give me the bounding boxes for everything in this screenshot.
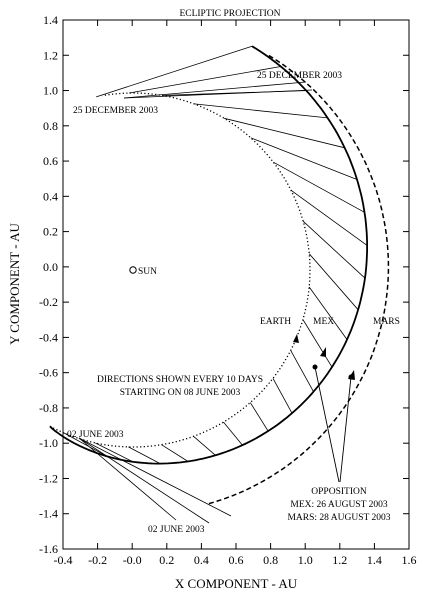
opposition-pointer-mex — [314, 366, 340, 483]
x-axis-ticks: -0.4 -0.2 -0.0 0.2 0.4 0.6 0.8 1.0 1.2 1.4 1.6 — [54, 20, 417, 567]
x-axis-title: X COMPONENT - AU — [175, 576, 298, 591]
mex-label: MEX — [313, 317, 334, 327]
direction-line — [302, 220, 366, 279]
earth-orbit-dotted — [49, 92, 311, 448]
direction-line — [161, 444, 189, 462]
direction-line — [78, 437, 177, 521]
y-tick-label: -0.2 — [39, 295, 58, 309]
direction-line — [249, 402, 269, 432]
y-tick-label: 0.6 — [43, 154, 58, 168]
opposition-title: OPPOSITION — [311, 487, 367, 497]
x-tick-label: 0.4 — [194, 553, 209, 567]
y-tick-label: -0.4 — [39, 330, 58, 344]
y-tick-label: -1.0 — [39, 436, 58, 450]
direction-line — [78, 437, 210, 524]
direction-line — [272, 378, 293, 414]
directions-note-line2: STARTING ON 08 JUNE 2003 — [120, 388, 241, 398]
opposition-pointer-mars — [339, 376, 352, 483]
direction-lines — [63, 45, 368, 524]
x-tick-label: 1.4 — [367, 553, 382, 567]
direction-line — [96, 45, 253, 98]
x-tick-label: -0.4 — [54, 553, 73, 567]
y-tick-label: 1.4 — [43, 13, 58, 27]
y-axis-title: Y COMPONENT - AU — [7, 223, 22, 345]
direction-line — [123, 89, 313, 99]
direction-line — [308, 286, 348, 340]
direction-line — [95, 442, 134, 463]
direction-line — [290, 350, 314, 392]
opposition-mars-date: MARS: 28 AUGUST 2003 — [287, 513, 390, 523]
mars-orbit-dashed — [208, 54, 390, 505]
x-tick-label: 1.0 — [298, 553, 313, 567]
direction-line — [129, 66, 281, 94]
directions-note-line1: DIRECTIONS SHOWN EVERY 10 DAYS — [97, 375, 263, 385]
bottom-left-date-label: 02 JUNE 2003 — [67, 430, 124, 440]
earth-label: EARTH — [260, 317, 291, 327]
x-tick-label: -0.0 — [123, 553, 142, 567]
direction-line — [302, 319, 333, 368]
top-left-date-label: 25 DECEMBER 2003 — [73, 106, 158, 116]
y-tick-label: -0.6 — [39, 366, 58, 380]
y-tick-label: 0.0 — [43, 260, 58, 274]
y-tick-label: -1.6 — [39, 542, 58, 556]
direction-line — [250, 137, 358, 180]
y-tick-label: -1.4 — [39, 507, 58, 521]
direction-line — [63, 432, 107, 457]
x-tick-label: 0.8 — [263, 553, 278, 567]
y-tick-label: 1.0 — [43, 84, 58, 98]
sun-marker — [129, 266, 137, 274]
direction-line — [308, 253, 359, 310]
direction-line — [123, 81, 307, 99]
direction-line — [193, 435, 216, 456]
y-axis-ticks: 1.4 1.2 1.0 0.8 0.6 0.4 0.2 0.0 -0.2 -0.4 -0.6 -0.8… — [39, 13, 409, 556]
y-tick-label: -0.8 — [39, 401, 58, 415]
y-tick-label: 0.2 — [43, 225, 58, 239]
y-tick-label: 0.8 — [43, 119, 58, 133]
y-tick-label: -1.2 — [39, 471, 58, 485]
direction-line — [290, 189, 368, 246]
mars-label: MARS — [373, 317, 400, 327]
x-tick-label: -0.2 — [88, 553, 107, 567]
earth-direction-arrow — [293, 334, 299, 343]
mex-direction-arrow — [320, 347, 326, 357]
direction-line — [223, 421, 243, 446]
y-tick-label: 0.4 — [43, 189, 58, 203]
direction-line — [128, 446, 161, 464]
bottom-date-label: 02 JUNE 2003 — [148, 525, 205, 535]
y-tick-label: 1.2 — [43, 48, 58, 62]
direction-line — [78, 437, 232, 517]
direction-line — [273, 161, 365, 213]
diagram-title: ECLIPTIC PROJECTION — [179, 9, 280, 19]
plot-frame — [62, 19, 410, 550]
direction-line — [194, 103, 328, 119]
opposition-mex-date: MEX: 26 AUGUST 2003 — [290, 500, 387, 510]
x-tick-label: 0.6 — [229, 553, 244, 567]
x-tick-label: 1.2 — [332, 553, 347, 567]
direction-line — [224, 117, 345, 149]
x-tick-label: 0.2 — [159, 553, 174, 567]
top-right-date-label: 25 DECEMBER 2003 — [257, 71, 342, 81]
mex-trajectory-solid — [49, 45, 368, 465]
x-tick-label: 1.6 — [402, 553, 417, 567]
sun-label: SUN — [138, 267, 157, 277]
